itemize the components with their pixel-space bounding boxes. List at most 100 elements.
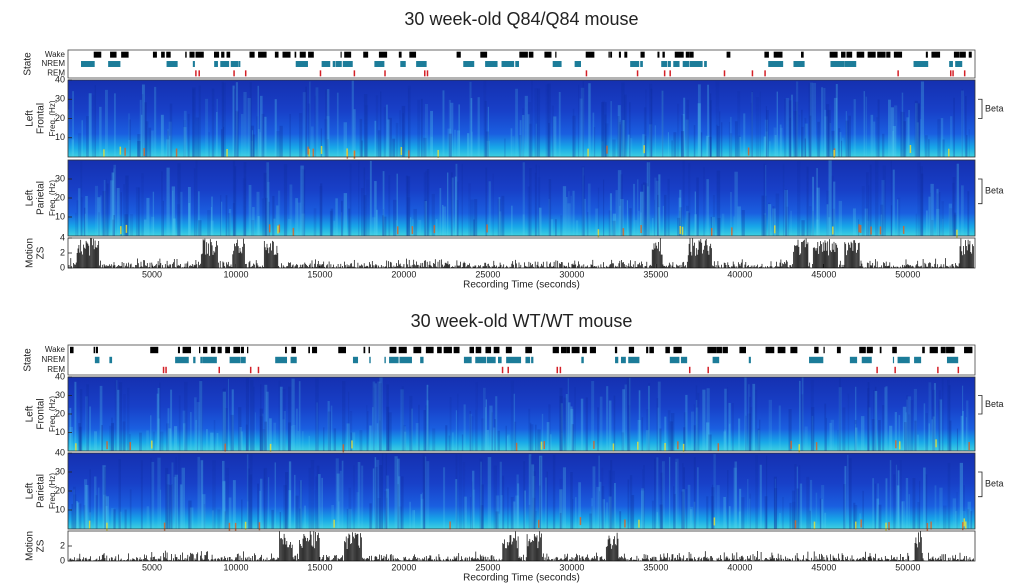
spectrogram-texture	[539, 455, 543, 529]
spectrogram-texture	[659, 428, 662, 451]
state-segment	[893, 51, 903, 58]
spectrogram-texture	[837, 429, 839, 451]
spectrogram-hot	[103, 149, 105, 158]
state-segment	[295, 61, 308, 67]
state-segment	[475, 346, 482, 354]
spectrogram-texture	[160, 489, 162, 529]
spectrogram-texture	[766, 455, 768, 529]
spectrogram-texture	[808, 83, 812, 157]
spectrogram-texture	[333, 428, 337, 451]
state-segment	[836, 346, 841, 354]
spectrogram-texture	[359, 118, 363, 157]
spectrogram-texture	[713, 454, 716, 529]
spectrogram-texture	[928, 196, 931, 236]
y-tick-label: 30	[55, 173, 65, 183]
spectrogram-texture	[250, 380, 254, 451]
spectrogram-texture	[232, 160, 236, 236]
spectrogram-texture	[260, 95, 263, 157]
spectrogram-texture	[582, 167, 584, 236]
state-segment	[940, 346, 946, 354]
spectrogram-hot	[888, 522, 890, 531]
state-segment	[374, 61, 385, 67]
band-bracket	[978, 98, 983, 119]
spectrogram-texture	[502, 475, 505, 529]
spectrogram-texture	[283, 484, 287, 529]
state-segment	[662, 51, 665, 58]
spectrogram-texture	[477, 97, 480, 157]
state-segment	[437, 346, 442, 354]
spectrogram-texture	[469, 410, 471, 451]
state-segment	[809, 356, 824, 364]
spectrogram-texture	[673, 486, 675, 529]
spectrogram-texture	[208, 132, 210, 157]
spectrogram-texture	[585, 397, 588, 451]
panel-label: Frontal	[36, 398, 47, 429]
spectrogram-texture	[498, 197, 501, 236]
spectrogram-texture	[366, 179, 370, 236]
spectrogram-texture	[604, 102, 607, 157]
y-tick-label: 0	[60, 555, 65, 565]
state-segment	[716, 346, 722, 354]
spectrogram-texture	[720, 122, 723, 157]
spectrogram-texture	[492, 173, 494, 236]
spectrogram-texture	[75, 212, 77, 236]
spectrogram-texture	[599, 396, 603, 451]
spectrogram-texture	[776, 91, 778, 157]
spectrogram-texture	[824, 116, 828, 157]
spectrogram-texture	[559, 489, 563, 529]
spectrogram-texture	[612, 139, 616, 157]
spectrogram-texture	[812, 210, 814, 236]
state-segment	[897, 356, 910, 364]
state-segment	[175, 356, 189, 364]
spectrogram-texture	[764, 496, 768, 529]
spectrogram-hot	[909, 145, 912, 154]
state-segment	[384, 356, 386, 364]
spectrogram-texture	[88, 93, 92, 157]
spectrogram-texture	[263, 172, 267, 236]
spectrogram-hot	[964, 521, 967, 530]
spectrogram-texture	[866, 388, 870, 451]
spectrogram-texture	[463, 404, 466, 451]
spectrogram-texture	[94, 85, 96, 157]
spectrogram-texture	[259, 416, 264, 451]
spectrogram-texture	[393, 199, 397, 236]
spectrogram-texture	[259, 478, 263, 529]
spectrogram-hot	[747, 147, 750, 156]
state-segment	[463, 61, 475, 67]
spectrogram-texture	[744, 377, 747, 451]
state-segment	[291, 346, 296, 354]
state-segment	[240, 346, 244, 354]
spectrogram-texture	[485, 399, 487, 451]
spectrogram-texture	[551, 105, 554, 157]
spectrogram-texture	[283, 164, 288, 236]
x-tick-label: 35000	[643, 269, 668, 279]
spectrogram-texture	[875, 117, 878, 157]
spectrogram-texture	[231, 389, 234, 451]
spectrogram-texture	[330, 405, 333, 451]
spectrogram-texture	[510, 380, 514, 451]
spectrogram-texture	[211, 510, 214, 529]
spectrogram-texture	[178, 395, 181, 451]
spectrogram-texture	[499, 211, 502, 236]
spectrogram-texture	[253, 386, 255, 451]
spectrogram-texture	[824, 403, 827, 451]
spectrogram-texture	[703, 167, 705, 236]
spectrogram-texture	[94, 476, 97, 529]
spectrogram-texture	[764, 119, 768, 157]
spectrogram-hot	[930, 521, 932, 530]
spectrogram-hot	[855, 521, 857, 530]
spectrogram-texture	[765, 106, 767, 157]
spectrogram-texture	[200, 379, 203, 451]
spectrogram-texture	[835, 84, 838, 157]
state-segment	[110, 51, 117, 58]
spectrogram-texture	[331, 504, 334, 529]
spectrogram-texture	[925, 210, 928, 236]
spectrogram-texture	[166, 129, 170, 157]
spectrogram-texture	[842, 137, 844, 157]
spectrogram-texture	[948, 385, 951, 451]
spectrogram-texture	[652, 218, 654, 236]
x-tick-label: 10000	[223, 269, 248, 279]
spectrogram-texture	[550, 434, 552, 451]
spectrogram-texture	[80, 161, 83, 236]
state-segment	[894, 366, 896, 374]
